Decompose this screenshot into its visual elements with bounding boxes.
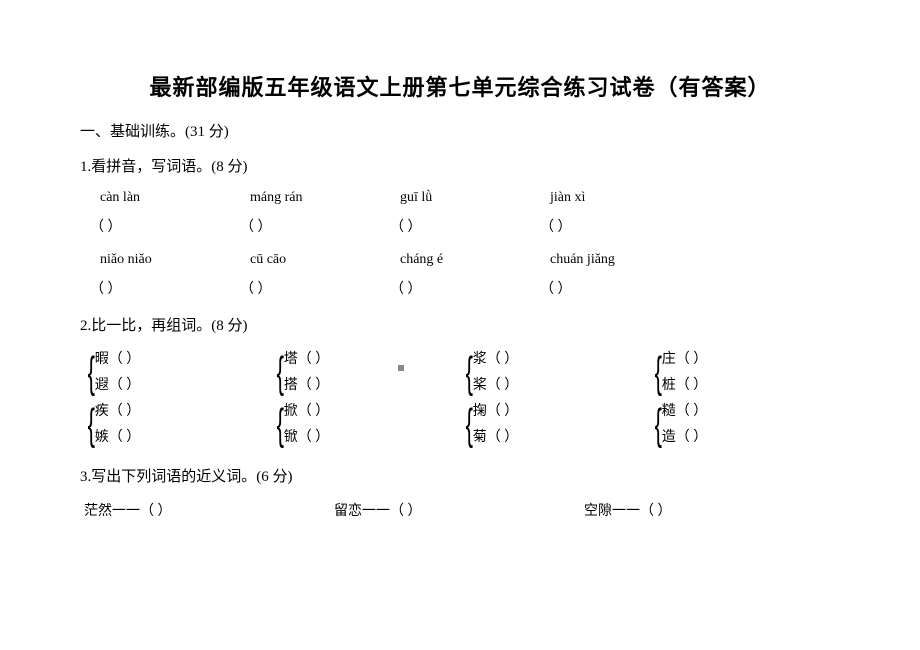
synonym-item: 留恋一一（ ） [334, 500, 584, 520]
pair-content: 疾（ ） 嫉（ ） [95, 401, 141, 449]
blank-cell: （ ） [90, 216, 240, 236]
q1-pinyin-row-1: càn làn máng rán guī lǜ jiàn xì [80, 190, 840, 206]
blank-cell: （ ） [240, 278, 390, 298]
page-title: 最新部编版五年级语文上册第七单元综合练习试卷（有答案） [80, 70, 840, 102]
blank-cell: （ ） [540, 278, 690, 298]
blank-cell: （ ） [390, 216, 540, 236]
pair-group: { 塔（ ） 搭（ ） [273, 349, 462, 397]
pair-group: { 庄（ ） 桩（ ） [651, 349, 840, 397]
pair-content: 塔（ ） 搭（ ） [284, 349, 330, 397]
brace-icon: { [277, 351, 284, 395]
pair-content: 掀（ ） 锨（ ） [284, 401, 330, 449]
q2-heading: 2.比一比，再组词。(8 分) [80, 314, 840, 335]
word-option: 疾（ ） [95, 401, 141, 423]
pinyin-cell: jiàn xì [550, 190, 700, 206]
word-option: 锨（ ） [284, 427, 330, 449]
brace-icon: { [466, 403, 473, 447]
exam-page: 最新部编版五年级语文上册第七单元综合练习试卷（有答案） 一、基础训练。(31 分… [0, 0, 920, 520]
word-option: 遐（ ） [95, 375, 141, 397]
synonym-item: 空隙一一（ ） [584, 500, 834, 520]
pair-group: { 浆（ ） 桨（ ） [462, 349, 651, 397]
pair-group: { 掬（ ） 菊（ ） [462, 401, 651, 449]
word-option: 菊（ ） [473, 427, 519, 449]
word-option: 造（ ） [662, 427, 708, 449]
pair-content: 糙（ ） 造（ ） [662, 401, 708, 449]
word-option: 塔（ ） [284, 349, 330, 371]
pair-group: { 掀（ ） 锨（ ） [273, 401, 462, 449]
word-option: 桨（ ） [473, 375, 519, 397]
brace-icon: { [655, 403, 662, 447]
word-option: 浆（ ） [473, 349, 519, 371]
q1-blank-row-2: （ ） （ ） （ ） （ ） [80, 278, 840, 298]
blank-cell: （ ） [90, 278, 240, 298]
pair-group: { 糙（ ） 造（ ） [651, 401, 840, 449]
blank-cell: （ ） [540, 216, 690, 236]
brace-icon: { [466, 351, 473, 395]
pair-content: 掬（ ） 菊（ ） [473, 401, 519, 449]
pinyin-cell: chuán jiǎng [550, 252, 700, 268]
pair-content: 庄（ ） 桩（ ） [662, 349, 708, 397]
word-option: 糙（ ） [662, 401, 708, 423]
synonym-item: 茫然一一（ ） [84, 500, 334, 520]
word-option: 嫉（ ） [95, 427, 141, 449]
q1-pinyin-row-2: niǎo niǎo cū cāo cháng é chuán jiǎng [80, 252, 840, 268]
pinyin-cell: càn làn [100, 190, 250, 206]
pair-content: 浆（ ） 桨（ ） [473, 349, 519, 397]
word-option: 掀（ ） [284, 401, 330, 423]
q1-heading: 1.看拼音，写词语。(8 分) [80, 155, 840, 176]
pinyin-cell: guī lǜ [400, 190, 550, 206]
blank-cell: （ ） [390, 278, 540, 298]
brace-icon: { [277, 403, 284, 447]
q3-row: 茫然一一（ ） 留恋一一（ ） 空隙一一（ ） [80, 500, 840, 520]
word-option: 庄（ ） [662, 349, 708, 371]
pinyin-cell: niǎo niǎo [100, 252, 250, 268]
pair-group: { 疾（ ） 嫉（ ） [84, 401, 273, 449]
word-option: 桩（ ） [662, 375, 708, 397]
word-option: 搭（ ） [284, 375, 330, 397]
pinyin-cell: cháng é [400, 252, 550, 268]
pinyin-cell: cū cāo [250, 252, 400, 268]
brace-icon: { [88, 403, 95, 447]
q2-row-2: { 疾（ ） 嫉（ ） { 掀（ ） 锨（ ） { 掬（ ） 菊（ ） [80, 401, 840, 449]
blank-cell: （ ） [240, 216, 390, 236]
q1-blank-row-1: （ ） （ ） （ ） （ ） [80, 216, 840, 236]
section-1-heading: 一、基础训练。(31 分) [80, 120, 840, 141]
center-marker-icon [398, 365, 404, 371]
q3-heading: 3.写出下列词语的近义词。(6 分) [80, 465, 840, 486]
pair-content: 暇（ ） 遐（ ） [95, 349, 141, 397]
pinyin-cell: máng rán [250, 190, 400, 206]
brace-icon: { [655, 351, 662, 395]
pair-group: { 暇（ ） 遐（ ） [84, 349, 273, 397]
brace-icon: { [88, 351, 95, 395]
word-option: 暇（ ） [95, 349, 141, 371]
q2-row-1: { 暇（ ） 遐（ ） { 塔（ ） 搭（ ） { 浆（ ） 桨（ ） [80, 349, 840, 397]
word-option: 掬（ ） [473, 401, 519, 423]
